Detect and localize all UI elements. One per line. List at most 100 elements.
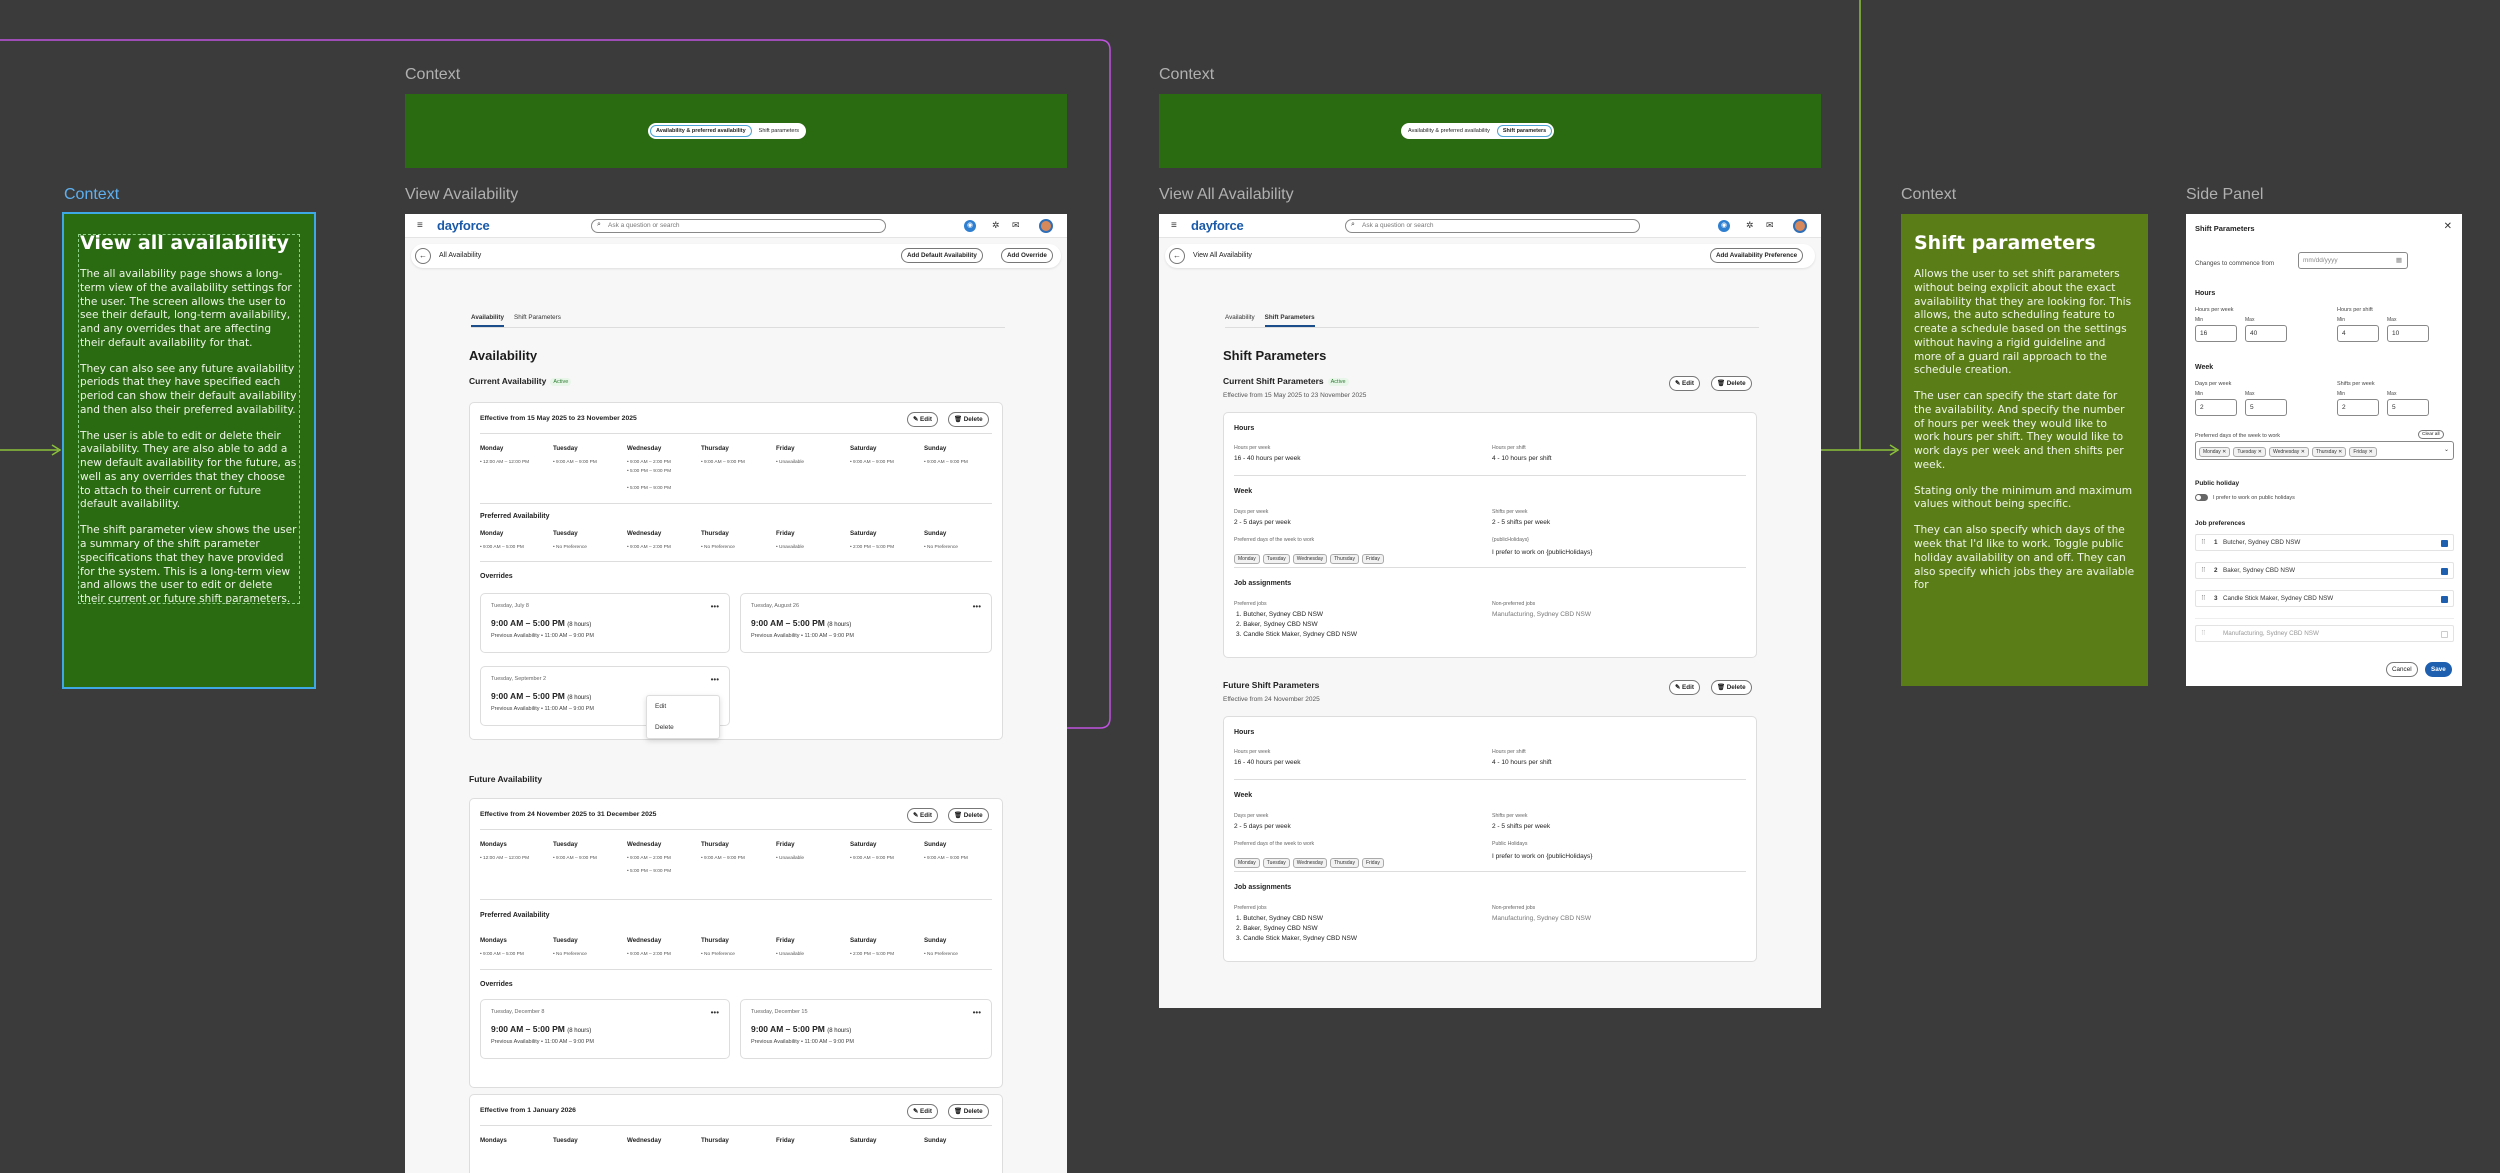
edit-button[interactable]: ✎ Edit (1669, 376, 1700, 391)
hours-week-min-input[interactable]: 16 (2195, 325, 2237, 342)
edit-button[interactable]: ✎ Edit (907, 1104, 938, 1119)
label-context-2: Context (405, 66, 461, 83)
hamburger-icon[interactable]: ≡ (417, 220, 423, 231)
public-holiday-toggle[interactable] (2195, 494, 2208, 501)
add-default-availability-button[interactable]: Add Default Availability (901, 248, 983, 263)
delete-button[interactable]: 🗑 Delete (948, 412, 989, 427)
section-current: Current Shift Parameters Active (1223, 376, 1349, 386)
day-header: Wednesday (627, 445, 662, 452)
override-card[interactable]: Tuesday, December 15 9:00 AM – 5:00 PM (… (740, 999, 992, 1059)
override-card[interactable]: Tuesday, July 8 9:00 AM – 5:00 PM (8 hou… (480, 593, 730, 653)
preferred-days-chips: Monday Tuesday Wednesday Thursday Friday (1234, 547, 1387, 565)
hours-shift-min-input[interactable]: 4 (2337, 325, 2379, 342)
tab-availability-preferred[interactable]: Availability & preferred availability (1408, 128, 1490, 134)
mail-icon[interactable]: ✉ (1012, 220, 1020, 230)
mail-icon[interactable]: ✉ (1766, 220, 1774, 230)
availability-period-card: Effective from 24 November 2025 to 31 De… (469, 798, 1003, 1088)
start-date-input[interactable]: mm/dd/yyyy ▦ (2298, 252, 2408, 269)
preferred-days-multiselect[interactable]: Monday ✕ Tuesday ✕ Wednesday ✕ Thursday ✕ Fr… (2195, 441, 2454, 460)
week-heading: Week (2195, 364, 2214, 371)
assistant-icon[interactable]: ◉ (1718, 220, 1730, 232)
day-header: Sunday (924, 841, 947, 848)
avatar[interactable] (1793, 219, 1807, 233)
menu-item-delete[interactable]: Delete (655, 724, 674, 731)
day-value: • 9:00 AM – 9:00 PM (701, 460, 745, 465)
settings-icon[interactable]: ✲ (992, 220, 1000, 230)
day-value: • No Preference (553, 545, 587, 550)
more-icon[interactable]: ••• (710, 602, 719, 611)
menu-item-edit[interactable]: Edit (655, 703, 667, 710)
drag-handle-icon[interactable]: ⠿ (2201, 539, 2206, 546)
delete-button[interactable]: 🗑 Delete (1711, 376, 1752, 391)
delete-button[interactable]: 🗑 Delete (1711, 680, 1752, 695)
drag-handle-icon[interactable]: ⠿ (2201, 567, 2206, 574)
tab-availability[interactable]: Availability (1225, 314, 1255, 321)
edit-button[interactable]: ✎ Edit (907, 808, 938, 823)
checkbox[interactable] (2441, 568, 2448, 575)
day-value: • 5:00 PM – 9:00 PM (627, 869, 672, 874)
tab-availability-preferred[interactable]: Availability & preferred availability (650, 125, 752, 137)
job-preference-row[interactable]: ⠿ 2 Baker, Sydney CBD NSW (2195, 562, 2454, 579)
override-card[interactable]: Tuesday, August 26 9:00 AM – 5:00 PM (8 … (740, 593, 992, 653)
arrow-left-icon[interactable]: ← (1169, 248, 1185, 264)
day-header: Mondays (480, 1137, 507, 1144)
tab-shift-parameters[interactable]: Shift parameters (758, 128, 800, 134)
job-preference-row-disabled[interactable]: ⠿ Manufacturing, Sydney CBD NSW (2195, 625, 2454, 642)
days-week-min-input[interactable]: 2 (2195, 399, 2237, 416)
day-header: Tuesday (553, 841, 578, 848)
arrow-left-icon[interactable]: ← (415, 248, 431, 264)
assistant-icon[interactable]: ◉ (964, 220, 976, 232)
edit-button[interactable]: ✎ Edit (907, 412, 938, 427)
search-icon: ⌕ (597, 221, 601, 228)
day-header: Friday (776, 1137, 795, 1144)
override-card[interactable]: Tuesday, December 8 9:00 AM – 5:00 PM (8… (480, 999, 730, 1059)
delete-button[interactable]: 🗑 Delete (948, 808, 989, 823)
shifts-per-week: 2 - 5 shifts per week (1492, 823, 1551, 830)
hours-shift-max-input[interactable]: 10 (2387, 325, 2429, 342)
day-value: • 2:00 PM – 5:00 PM (850, 952, 895, 957)
page-heading: Availability (469, 348, 538, 363)
more-icon[interactable]: ••• (710, 1008, 719, 1017)
edit-button[interactable]: ✎ Edit (1669, 680, 1700, 695)
tab-availability[interactable]: Availability (471, 314, 505, 327)
preferred-job: 2. Baker, Sydney CBD NSW (1236, 925, 1318, 932)
settings-icon[interactable]: ✲ (1746, 220, 1754, 230)
tab-shift-parameters[interactable]: Shift Parameters (514, 314, 561, 321)
dayforce-logo[interactable]: dayforce (437, 218, 490, 233)
context-strip-shift: Availability & preferred availability Sh… (1159, 94, 1821, 168)
cancel-button[interactable]: Cancel (2386, 662, 2418, 677)
clear-all-button[interactable]: Clear all (2418, 430, 2444, 439)
more-icon[interactable]: ••• (972, 1008, 981, 1017)
tab-shift-parameters[interactable]: Shift parameters (1496, 125, 1553, 137)
chip-tuesday: Tuesday ✕ (2233, 447, 2266, 457)
note-paragraph: The all availability page shows a long-t… (80, 268, 292, 349)
hamburger-icon[interactable]: ≡ (1171, 220, 1177, 231)
job-preference-row[interactable]: ⠿ 3 Candle Stick Maker, Sydney CBD NSW (2195, 590, 2454, 607)
dayforce-logo[interactable]: dayforce (1191, 218, 1244, 233)
label-view-all-availability: View All Availability (1159, 186, 1294, 203)
day-header: Sunday (924, 445, 947, 452)
day-value: • 5:00 PM – 9:00 PM (627, 486, 672, 491)
shifts-week-min-input[interactable]: 2 (2337, 399, 2379, 416)
search-input[interactable]: ⌕ Ask a question or search (1345, 219, 1640, 233)
add-override-button[interactable]: Add Override (1001, 248, 1053, 263)
checkbox[interactable] (2441, 596, 2448, 603)
shifts-week-max-input[interactable]: 5 (2387, 399, 2429, 416)
days-week-max-input[interactable]: 5 (2245, 399, 2287, 416)
search-input[interactable]: ⌕ Ask a question or search (591, 219, 886, 233)
checkbox[interactable] (2441, 540, 2448, 547)
avatar[interactable] (1039, 219, 1053, 233)
save-button[interactable]: Save (2425, 662, 2452, 677)
day-header: Saturday (850, 530, 877, 537)
drag-handle-icon[interactable]: ⠿ (2201, 595, 2206, 602)
more-icon[interactable]: ••• (710, 675, 719, 684)
delete-button[interactable]: 🗑 Delete (948, 1104, 989, 1119)
checkbox[interactable] (2441, 631, 2448, 638)
job-preference-row[interactable]: ⠿ 1 Butcher, Sydney CBD NSW (2195, 534, 2454, 551)
hours-week-max-input[interactable]: 40 (2245, 325, 2287, 342)
more-icon[interactable]: ••• (972, 602, 981, 611)
add-availability-preference-button[interactable]: Add Availability Preference (1710, 248, 1804, 263)
close-icon[interactable]: ✕ (2443, 221, 2452, 232)
tab-shift-parameters[interactable]: Shift Parameters (1264, 314, 1315, 327)
day-value: • 9:00 AM – 2:00 PM (627, 460, 671, 465)
